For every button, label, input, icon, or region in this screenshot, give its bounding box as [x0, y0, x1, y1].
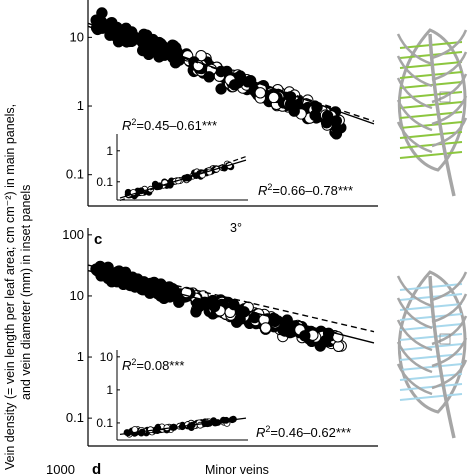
inset-y-tick-label: 0.1: [96, 175, 113, 189]
leaf-icon-third-order: [396, 28, 468, 197]
y-tick-label: 10: [70, 29, 84, 44]
leaf-secondary-vein: [431, 117, 468, 148]
data-point-filled: [320, 117, 333, 129]
top-fit-line-dashed: [87, 25, 375, 122]
inset-point-open: [131, 426, 139, 433]
leaf-minor-vein: [399, 373, 463, 381]
leaf-secondary-vein: [396, 121, 433, 154]
leaf-minor-vein: [399, 131, 463, 139]
leaf-secondary-vein: [431, 29, 468, 60]
leaf-secondary-vein: [431, 315, 468, 346]
leaf-secondary-vein: [396, 319, 433, 352]
leaf-midrib: [428, 275, 456, 439]
inset-y-tick-label: 10: [100, 350, 114, 364]
top-inset-r2-annotation: R2=0.45–0.61***: [122, 117, 217, 133]
bottom-inset-r2-annotation: R2=0.08***: [122, 357, 184, 373]
inset-point-filled: [186, 422, 194, 430]
data-point-filled: [95, 270, 107, 282]
leaf-minor-vein: [399, 313, 463, 321]
leaf-minor-vein: [399, 101, 463, 109]
panel-letter-c: c: [94, 231, 102, 248]
leaf-minor-vein: [399, 343, 463, 351]
bottom-scatter-points: [90, 260, 347, 352]
leaf-secondary-vein: [396, 297, 433, 330]
top-inset: 0.11: [96, 134, 248, 202]
inset-y-tick-label: 0.1: [96, 416, 113, 430]
data-point-filled: [309, 109, 321, 122]
y-axis-label-line1: Vein density (= vein length per leaf are…: [3, 104, 17, 470]
top-panel-subtitle: 3°: [230, 221, 242, 235]
y-tick-label: 0.1: [66, 410, 84, 425]
leaf-secondary-vein: [396, 33, 433, 66]
bottom-inset-fit-line-solid: [119, 417, 247, 435]
leaf-secondary-vein: [396, 77, 433, 110]
top-scatter-points: [90, 7, 347, 140]
y-tick-label: 10: [70, 288, 84, 303]
data-point-filled: [234, 313, 246, 325]
y-tick-label: 1: [77, 349, 84, 364]
leaf-secondary-vein: [396, 275, 433, 308]
y-tick-label: 0.1: [66, 167, 84, 182]
leaf-minor-vein: [399, 121, 463, 129]
bottom-inset-y-ticks: 0.1 1 10: [96, 350, 120, 430]
top-inset-y-ticks: 0.11: [96, 144, 120, 189]
data-point-open: [332, 340, 345, 352]
data-point-open: [260, 322, 272, 334]
inset-y-tick-label: 1: [106, 383, 113, 397]
bottom-fit-line-dashed: [87, 264, 375, 333]
bottom-panel: c 0.1 1 10 100 0.1 1 10 R2=0.08*** R2=0.46–0.…: [62, 227, 468, 447]
bottom-panel-subtitle: Minor veins: [205, 463, 269, 474]
leaf-secondary-vein: [431, 73, 468, 104]
leaf-minor-vein: [399, 393, 463, 401]
bottom-fit-line-solid: [87, 269, 375, 344]
inset-point-filled: [123, 429, 131, 436]
leaf-minor-vein: [399, 383, 463, 391]
data-point-filled: [284, 98, 297, 110]
leaf-secondary-vein: [431, 95, 468, 126]
y-tick-label: 100: [62, 227, 84, 242]
leaf-minor-vein: [399, 141, 463, 149]
panel-letter-d: d: [92, 461, 101, 474]
bottom-y-ticks: 0.1 1 10 100: [62, 227, 92, 425]
data-point-filled: [203, 71, 215, 83]
leaf-minor-vein: [399, 363, 463, 371]
y-tick-label: 1: [77, 98, 84, 113]
data-point-open: [254, 87, 266, 99]
leaf-secondary-vein: [396, 55, 433, 88]
data-point-filled: [322, 327, 335, 339]
leaf-secondary-vein: [396, 99, 433, 132]
leaf-midrib: [428, 33, 456, 197]
data-point-open: [268, 91, 280, 104]
top-y-ticks: 0.1 1 10: [66, 29, 92, 182]
data-point-filled: [229, 79, 241, 91]
leaf-secondary-vein: [431, 337, 468, 368]
leaf-secondary-vein: [431, 359, 468, 390]
leaf-secondary-vein: [396, 363, 433, 396]
panel-d-y-tick-1000: 1000: [46, 462, 75, 474]
bottom-inset: 0.1 1 10: [96, 350, 248, 441]
data-point-filled: [190, 306, 202, 318]
bottom-main-r2-annotation: R2=0.46–0.62***: [256, 424, 351, 440]
y-axis-label-line2: and vein diameter (mm) in inset panels: [19, 185, 33, 400]
leaf-secondary-vein: [431, 51, 468, 82]
data-point-filled: [95, 15, 108, 28]
inset-point-filled: [212, 419, 220, 427]
leaf-magnify-box: [439, 91, 451, 103]
leaf-magnify-box: [439, 333, 451, 345]
data-point-filled: [299, 330, 311, 342]
data-point-filled: [106, 17, 118, 29]
data-point-filled: [112, 36, 125, 48]
data-point-filled: [330, 115, 342, 127]
top-inset-fit-line-dashed: [119, 156, 247, 202]
top-main-r2-annotation: R2=0.66–0.78***: [258, 182, 353, 198]
leaf-minor-vein: [399, 151, 463, 159]
inset-y-tick-label: 1: [106, 144, 113, 158]
leaf-secondary-vein: [396, 341, 433, 374]
leaf-secondary-vein: [431, 271, 468, 302]
leaf-minor-vein: [399, 71, 463, 79]
leaf-icon-minor: [396, 270, 468, 439]
leaf-secondary-vein: [431, 293, 468, 324]
